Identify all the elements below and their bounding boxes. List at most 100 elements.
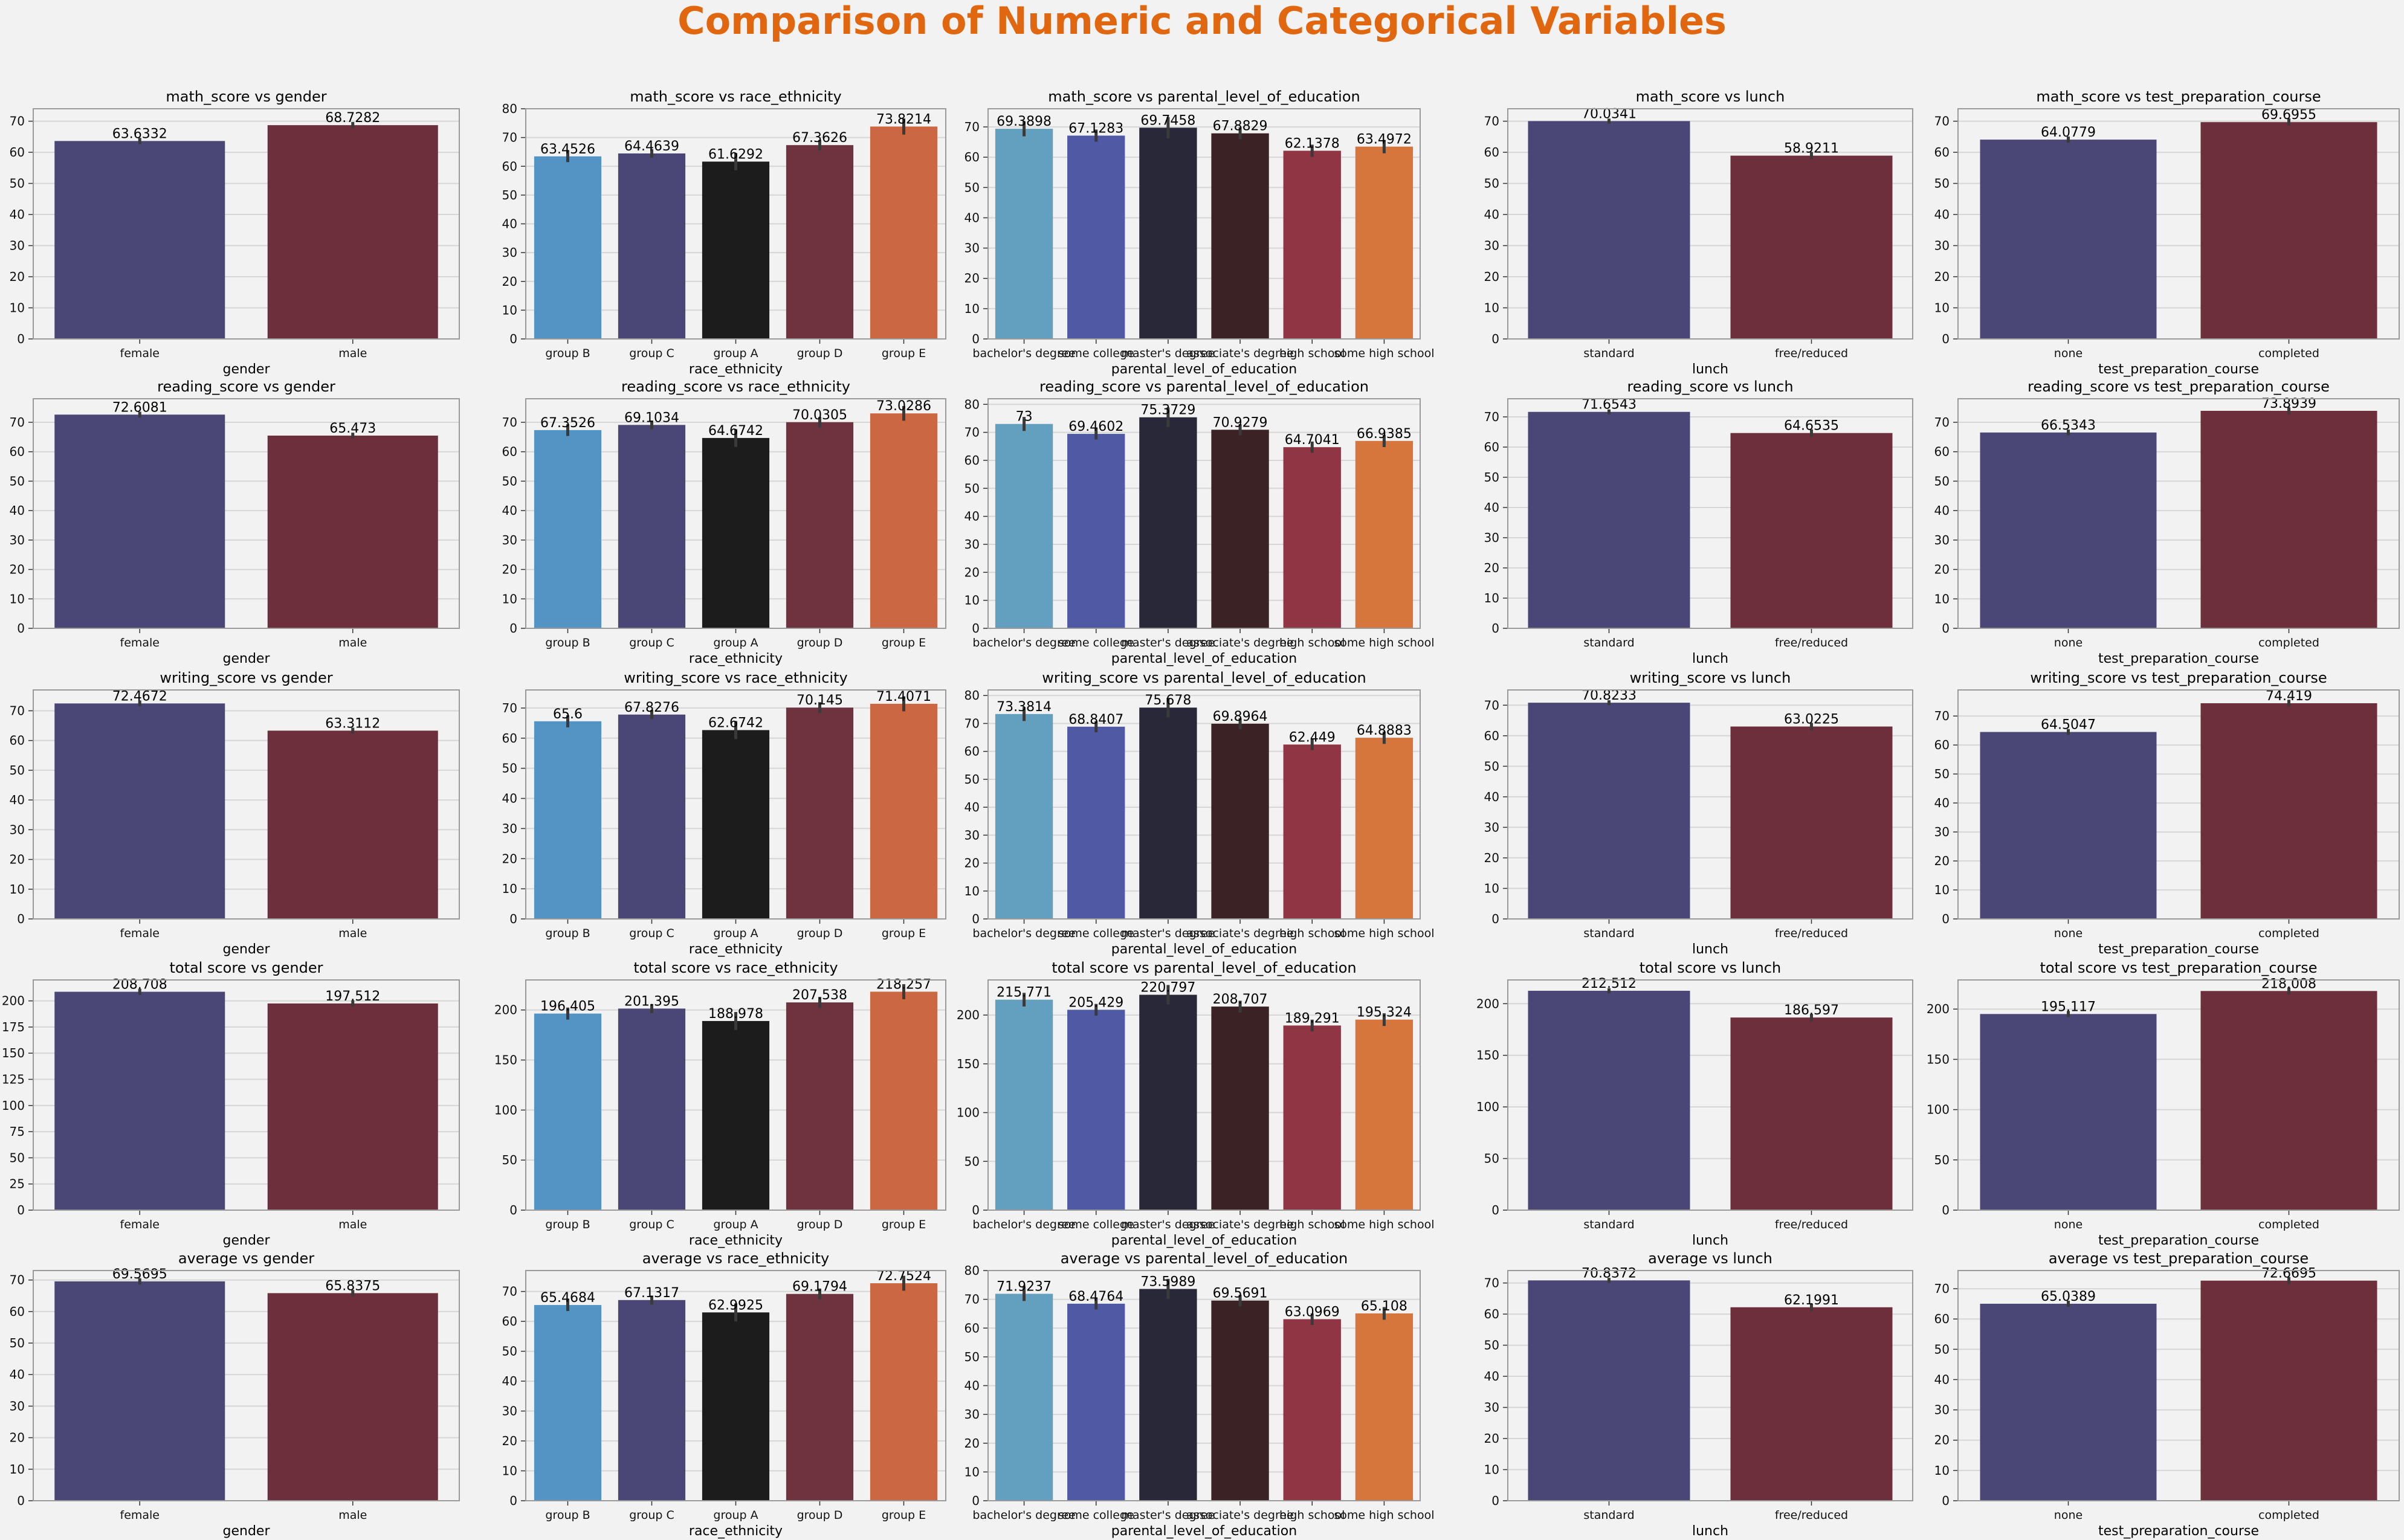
chart-24-ytick-label: 50 [1484, 1338, 1499, 1353]
chart-2-ytick-label: 0 [509, 332, 517, 346]
chart-2-xtick-label-2: group C [629, 347, 674, 360]
chart-6-ytick-label: 10 [10, 591, 25, 606]
chart-3-plot-area [988, 109, 1420, 339]
chart-11-ytick-label: 10 [10, 882, 25, 897]
chart-14-bar-1 [1528, 703, 1690, 919]
chart-15-xlabel: test_preparation_course [2098, 942, 2259, 957]
chart-7-xlabel: race_ethnicity [689, 651, 783, 666]
chart-3-xtick-label-3: master's degree [1122, 347, 1215, 360]
chart-12-data-label-1: 65.6 [553, 707, 583, 722]
chart-6-ytick-label: 70 [10, 415, 25, 430]
chart-7-ytick-label: 10 [502, 591, 517, 606]
chart-5-ytick-label: 0 [1942, 332, 1950, 346]
chart-25-ytick-label: 30 [1934, 1403, 1950, 1417]
chart-12-ytick-label: 40 [502, 791, 517, 806]
chart-14-ytick-label: 70 [1484, 698, 1499, 712]
chart-17-xtick-label-1: group B [545, 1218, 590, 1231]
chart-15-bar-1 [1980, 732, 2157, 919]
chart-23-data-label-2: 68.4764 [1068, 1289, 1123, 1304]
chart-8: 0 10 20 30 40 50 60 70 80 73 bachelor's degree 69.4… [965, 378, 1435, 666]
chart-13-data-label-1: 73.3814 [997, 700, 1052, 715]
chart-23-ytick-label: 10 [965, 1464, 980, 1479]
figure-title: Comparison of Numeric and Categorical Va… [677, 0, 1727, 43]
chart-23-bar-1 [995, 1294, 1053, 1501]
chart-23-ytick-label: 60 [965, 1321, 980, 1335]
chart-13-xlabel: parental_level_of_education [1111, 942, 1297, 957]
chart-13-plot-area [988, 690, 1420, 919]
chart-18-bar-6 [1355, 1019, 1414, 1210]
chart-11-frame [33, 689, 460, 920]
chart-11-xtick-label-1: female [120, 927, 160, 940]
chart-22-ytick-label: 30 [502, 1404, 517, 1419]
chart-3-data-label-1: 69.3898 [997, 114, 1052, 129]
chart-1-ytick-label: 60 [10, 145, 25, 159]
chart-7-data-label-3: 64.6742 [708, 424, 763, 439]
chart-25-xtick-label-2: completed [2258, 1509, 2319, 1522]
chart-25-xlabel: test_preparation_course [2098, 1524, 2259, 1539]
chart-19-bar-1 [1528, 990, 1690, 1210]
chart-16-ytick-label: 0 [17, 1203, 25, 1217]
chart-12-xtick-label-2: group C [629, 927, 674, 940]
chart-22-data-label-5: 72.7524 [876, 1269, 931, 1284]
chart-3-xtick-label-4: associate's degree [1186, 347, 1293, 360]
chart-13-bar-2 [1067, 726, 1125, 919]
chart-14-ytick-label: 10 [1484, 881, 1499, 895]
chart-4-bar-2 [1730, 155, 1893, 339]
chart-20-ytick-label: 100 [1927, 1103, 1950, 1117]
chart-19-xtick-label-2: free/reduced [1775, 1218, 1848, 1231]
chart-13-ytick-label: 10 [965, 884, 980, 898]
chart-25: 0 10 20 30 40 50 60 70 65.0389 none 72.6695 complet… [1934, 1250, 2400, 1539]
chart-12-data-label-2: 67.8276 [624, 700, 679, 715]
chart-24-ytick-label: 70 [1484, 1276, 1499, 1290]
chart-13-ytick-label: 70 [965, 716, 980, 730]
chart-14-xtick-label-1: standard [1583, 927, 1634, 940]
chart-2-ytick-label: 40 [502, 217, 517, 231]
chart-7-bar-3 [702, 437, 770, 628]
chart-1-ytick-label: 0 [17, 332, 25, 346]
chart-14-xtick-label-2: free/reduced [1775, 927, 1848, 940]
chart-17-ytick-label: 200 [494, 1003, 517, 1017]
chart-5-ytick-label: 50 [1934, 176, 1950, 191]
chart-8-data-label-1: 73 [1016, 410, 1033, 425]
chart-12-bar-3 [702, 730, 770, 919]
chart-7-xtick-label-5: group E [882, 636, 926, 649]
chart-25-data-label-1: 65.0389 [2041, 1289, 2096, 1304]
chart-19-xtick-label-1: standard [1583, 1218, 1634, 1231]
chart-20-ytick-label: 50 [1934, 1153, 1950, 1167]
chart-7-ytick-label: 70 [502, 415, 517, 430]
chart-22-ytick-label: 70 [502, 1284, 517, 1299]
chart-5-ytick-label: 10 [1934, 301, 1950, 315]
chart-13-xtick-label-2: some college [1058, 927, 1134, 940]
chart-18-xtick-label-5: high school [1279, 1218, 1345, 1231]
chart-20-bar-2 [2200, 991, 2377, 1210]
chart-8-plot-area [988, 399, 1420, 628]
chart-24-bar-2 [1730, 1307, 1893, 1501]
chart-6-ytick-label: 30 [10, 533, 25, 547]
chart-16-xtick-label-1: female [120, 1218, 160, 1231]
chart-2: 0 10 20 30 40 50 60 70 80 63.4526 group B 64.4639 gr… [502, 88, 946, 377]
chart-15-ytick-label: 60 [1934, 738, 1950, 752]
chart-13-xtick-label-4: associate's degree [1186, 927, 1293, 940]
chart-13-data-label-2: 68.8407 [1068, 712, 1123, 727]
chart-13-ytick-label: 40 [965, 800, 980, 814]
chart-20-ytick-label: 0 [1942, 1203, 1950, 1217]
chart-23-ytick-label: 80 [965, 1263, 980, 1278]
chart-23-title: average vs parental_level_of_education [1061, 1250, 1348, 1267]
chart-7-data-label-5: 73.0286 [876, 399, 931, 414]
chart-9-ytick-label: 70 [1484, 410, 1499, 424]
chart-17-xtick-label-4: group D [797, 1218, 843, 1231]
chart-23-bar-2 [1067, 1303, 1125, 1501]
chart-23-xtick-label-1: bachelor's degree [972, 1509, 1075, 1522]
chart-20-xlabel: test_preparation_course [2098, 1233, 2259, 1248]
chart-16-ytick-label: 75 [10, 1124, 25, 1139]
chart-22-ytick-label: 20 [502, 1434, 517, 1448]
chart-18-xlabel: parental_level_of_education [1111, 1233, 1297, 1248]
chart-8-xtick-label-5: high school [1279, 636, 1345, 649]
chart-16-xlabel: gender [223, 1233, 271, 1248]
chart-24-ytick-label: 20 [1484, 1431, 1499, 1446]
chart-23-xtick-label-3: master's degree [1122, 1509, 1215, 1522]
chart-11-bar-1 [54, 703, 225, 919]
chart-13-ytick-label: 20 [965, 856, 980, 871]
chart-23-ytick-label: 50 [965, 1350, 980, 1364]
chart-15-ytick-label: 0 [1942, 912, 1950, 926]
